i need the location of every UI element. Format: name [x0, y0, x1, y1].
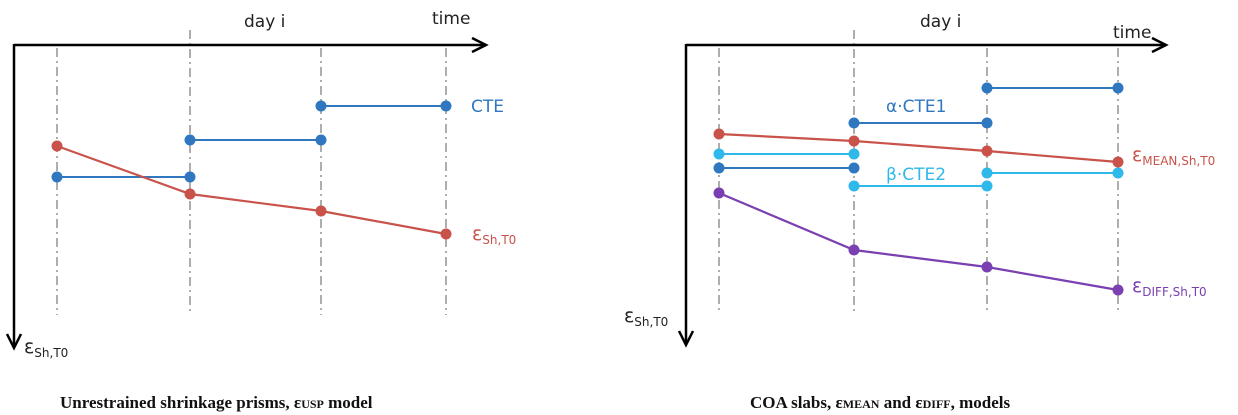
left-strain-point [440, 228, 452, 240]
left-cte-point [184, 171, 196, 183]
right-cte1-point [713, 162, 725, 174]
right-cte1-points [713, 82, 1124, 174]
right-cte2-points [713, 148, 1124, 192]
right-diff-line [718, 191, 1119, 292]
right-mean-point [713, 128, 725, 140]
right-diff-point [713, 187, 725, 199]
left-strain-label: εSh,T0 [472, 223, 516, 247]
left-y-axis-label: εSh,T0 [24, 336, 68, 360]
left-x-axis-label: time [432, 9, 470, 29]
right-caption: COA slabs, εMEAN and εDIFF, models [750, 393, 1011, 412]
right-cte1-point [848, 162, 860, 174]
left-gridlines [56, 30, 447, 315]
left-y-arrowhead [5, 333, 23, 351]
left-strain-line [56, 144, 447, 236]
left-strain-point [315, 205, 327, 217]
right-cte1-label: α·CTE1 [886, 97, 946, 117]
left-x-arrowhead [471, 36, 489, 54]
right-axes [677, 36, 1169, 348]
right-cte2-point [981, 180, 993, 192]
right-cte2-point [848, 148, 860, 160]
left-cte-point [184, 134, 196, 146]
right-cte2-point [1112, 167, 1124, 179]
left-cte-point [440, 100, 452, 112]
right-mean-point [981, 145, 993, 157]
right-cte2-label: β·CTE2 [886, 165, 946, 185]
left-strain-point [184, 188, 196, 200]
right-diff-points [713, 187, 1124, 296]
right-diff-point [848, 244, 860, 256]
right-x-axis-label: time [1113, 23, 1151, 43]
right-cte2-point [713, 148, 725, 160]
right-mean-point [848, 135, 860, 147]
left-cte-point [315, 134, 327, 146]
right-mean-line [718, 132, 1119, 164]
right-mean-points [713, 128, 1124, 168]
right-diff-point [1112, 284, 1124, 296]
left-panel: day i time εSh,T0 CTE εSh,T [5, 9, 516, 412]
right-cte1-point [981, 117, 993, 129]
left-cte-point [51, 171, 63, 183]
left-cte-steps [57, 105, 446, 178]
left-strain-points [51, 140, 452, 240]
right-y-axis-label: εSh,T0 [624, 305, 668, 329]
right-diff-point [981, 261, 993, 273]
right-cte2-point [848, 180, 860, 192]
right-mean-label: εMEAN,Sh,T0 [1132, 144, 1215, 168]
left-axes [5, 36, 489, 351]
left-cte-point [315, 100, 327, 112]
right-cte1-point [1112, 82, 1124, 94]
right-y-arrowhead [677, 330, 695, 348]
left-strain-point [51, 140, 63, 152]
left-cte-points [51, 100, 452, 183]
right-mean-point [1112, 156, 1124, 168]
right-x-arrowhead [1151, 36, 1169, 54]
left-cte-label: CTE [471, 97, 504, 117]
right-panel: day i time εSh,T0 α·CTE1 [624, 12, 1215, 412]
right-cte1-point [981, 82, 993, 94]
right-diff-label: εDIFF,Sh,T0 [1132, 275, 1207, 299]
left-tick-label: day i [244, 12, 285, 32]
right-cte1-steps [719, 87, 1118, 169]
right-tick-label: day i [920, 12, 961, 32]
right-cte2-steps [719, 153, 1118, 187]
right-cte2-point [981, 167, 993, 179]
left-caption: Unrestrained shrinkage prisms, εUSP mode… [60, 393, 373, 412]
right-cte1-point [848, 117, 860, 129]
